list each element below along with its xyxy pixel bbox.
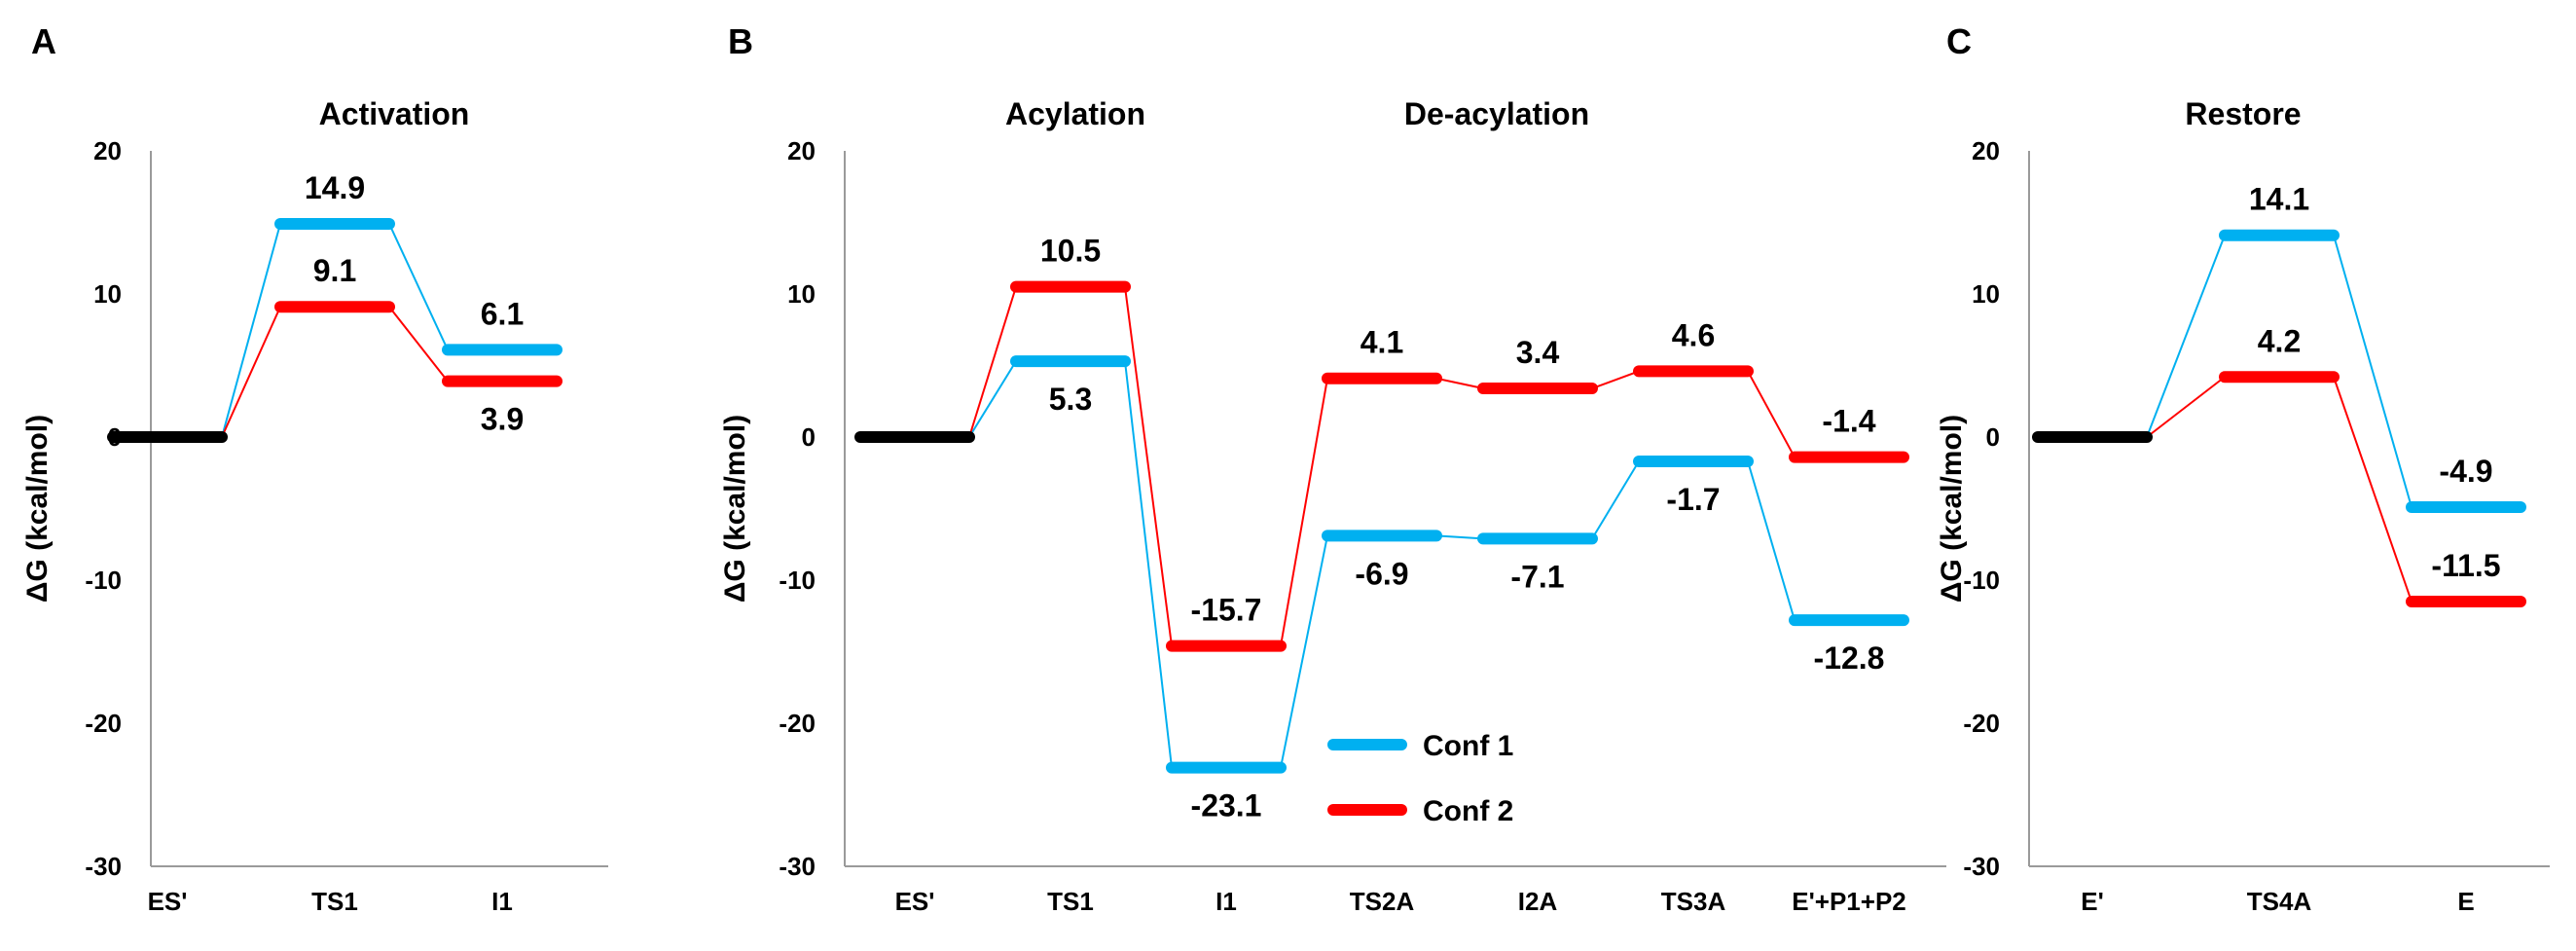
y-tick-label: -20: [85, 709, 122, 738]
y-tick-label: -30: [1963, 852, 2000, 881]
panel-letter-a: A: [31, 21, 56, 61]
title-acylation: Acylation: [1005, 96, 1145, 131]
data-label-conf2: 4.1: [1361, 325, 1403, 360]
connector-conf2: [2333, 376, 2413, 603]
x-category-label: E': [2081, 887, 2104, 916]
connector-conf2: [1435, 377, 1484, 389]
connector-conf1: [1280, 535, 1328, 768]
x-category-label: I2A: [1518, 887, 1558, 916]
connector-conf1: [1435, 534, 1484, 540]
connector-conf2: [1747, 370, 1796, 458]
x-category-label: TS2A: [1350, 887, 1415, 916]
connector-conf1: [1124, 360, 1173, 768]
connector-conf2: [1124, 286, 1173, 646]
connector-conf2: [1280, 378, 1328, 646]
connector-conf1: [968, 360, 1017, 438]
data-label-conf1: -6.9: [1355, 556, 1408, 591]
y-tick-label: -30: [779, 852, 816, 881]
y-tick-label: -30: [85, 852, 122, 881]
connector-conf1: [2333, 235, 2413, 508]
x-category-label: I1: [1215, 887, 1237, 916]
connector-conf2: [1591, 370, 1640, 389]
data-label-conf1: -12.8: [1814, 640, 1885, 676]
connector-conf2: [388, 306, 449, 383]
legend: Conf 1 Conf 2: [1327, 730, 1513, 827]
data-label-conf2: 3.4: [1516, 335, 1560, 370]
data-label-conf2: 3.9: [481, 402, 524, 437]
y-axis-label: ΔG (kcal/mol): [1936, 415, 1968, 603]
data-label-conf1: -23.1: [1191, 788, 1262, 823]
legend-label-conf2: Conf 2: [1423, 795, 1513, 827]
data-label-conf2: 4.2: [2258, 323, 2301, 358]
data-label-conf1: 6.1: [481, 296, 524, 331]
y-tick-label: 10: [1972, 279, 2000, 309]
legend-label-conf1: Conf 1: [1423, 730, 1513, 762]
data-label-conf2: -1.4: [1822, 404, 1875, 439]
x-category-label: TS3A: [1661, 887, 1726, 916]
connector-conf2: [968, 286, 1017, 438]
x-category-label: ES': [148, 887, 188, 916]
data-label-conf2: 10.5: [1040, 234, 1101, 269]
x-category-label: E: [2457, 887, 2474, 916]
data-label-conf2: 9.1: [313, 253, 356, 288]
connector-conf1: [221, 223, 281, 438]
x-category-label: ES': [895, 887, 935, 916]
y-tick-label: -20: [779, 709, 816, 738]
title-de-acylation: De-acylation: [1404, 96, 1589, 131]
y-tick-label: 0: [1986, 422, 2000, 452]
data-label-conf1: -7.1: [1510, 559, 1564, 594]
connector-conf2: [221, 306, 281, 438]
y-tick-label: 10: [93, 279, 122, 309]
x-category-label: I1: [491, 887, 513, 916]
data-label-conf1: 14.9: [305, 170, 365, 205]
panel-c-restore-chart: 20 10 0 -10 -20 -30 ΔG (kcal/mol) E' TS4A E 14.1 -4…: [1936, 136, 2550, 916]
connector-conf2: [2146, 376, 2226, 438]
connector-conf1: [1747, 460, 1796, 621]
y-tick-label: -10: [779, 566, 816, 595]
y-tick-label: 20: [1972, 136, 2000, 165]
y-tick-label: 0: [802, 422, 816, 452]
panel-letter-c: C: [1946, 21, 1972, 61]
y-tick-label: -10: [1963, 566, 2000, 595]
data-label-conf2: -15.7: [1191, 593, 1262, 628]
x-category-label: TS1: [311, 887, 358, 916]
panel-letter-b: B: [728, 21, 753, 61]
y-axis-label: ΔG (kcal/mol): [719, 415, 751, 603]
y-tick-label: -20: [1963, 709, 2000, 738]
x-category-label: E'+P1+P2: [1792, 887, 1906, 916]
data-label-conf1: 5.3: [1049, 382, 1092, 417]
data-label-conf1: -1.7: [1666, 482, 1720, 517]
data-label-conf2: 4.6: [1672, 317, 1715, 352]
connector-conf1: [1591, 460, 1640, 539]
title-activation: Activation: [319, 96, 470, 131]
data-label-conf1: 14.1: [2249, 182, 2309, 217]
x-category-label: TS4A: [2247, 887, 2312, 916]
x-category-label: TS1: [1047, 887, 1094, 916]
panel-b-acylation-chart: 20 10 0 -10 -20 -30 ΔG (kcal/mol) ES' TS1 I1 TS2A I…: [719, 136, 1946, 916]
y-tick-label: 10: [787, 279, 816, 309]
data-label-conf1: -4.9: [2439, 454, 2492, 489]
connector-conf1: [388, 223, 449, 350]
data-label-conf2: -11.5: [2431, 548, 2500, 583]
connector-conf1: [2146, 235, 2226, 438]
y-tick-label: 20: [93, 136, 122, 165]
y-tick-label: -10: [85, 566, 122, 595]
y-axis-label: ΔG (kcal/mol): [21, 415, 54, 603]
y-tick-label: 20: [787, 136, 816, 165]
title-restore: Restore: [2185, 96, 2301, 131]
